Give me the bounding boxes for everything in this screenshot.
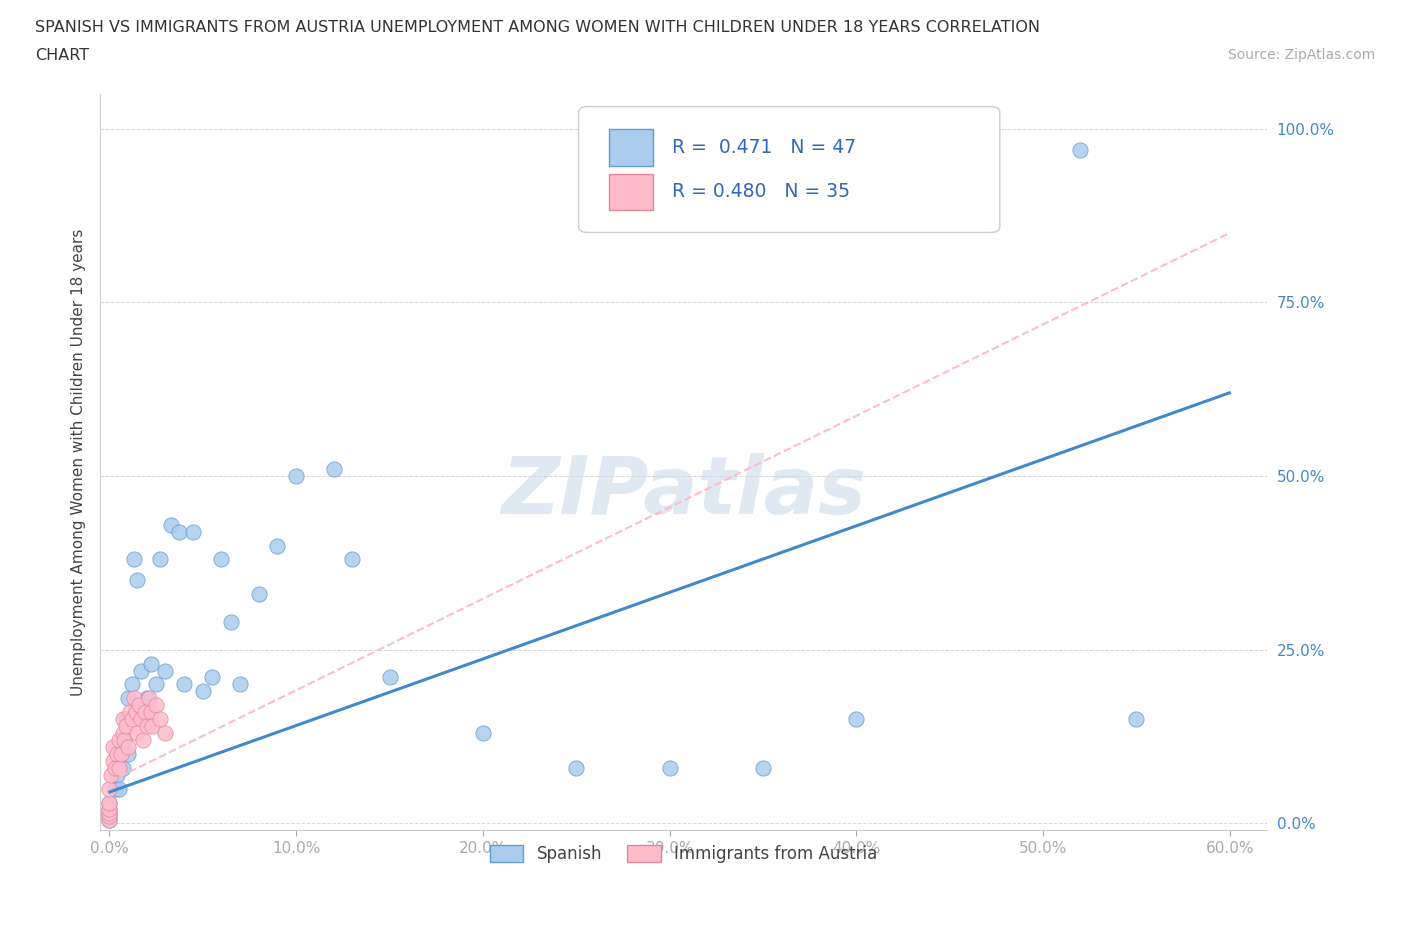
Point <box>107 781 129 796</box>
Point <box>135 691 157 706</box>
Text: Source: ZipAtlas.com: Source: ZipAtlas.com <box>1227 48 1375 62</box>
Point <box>98 809 121 824</box>
Point <box>98 805 121 820</box>
Point <box>167 525 190 539</box>
Point <box>201 670 224 684</box>
Point <box>155 663 177 678</box>
Point <box>471 725 494 740</box>
Point <box>139 657 162 671</box>
Point <box>128 698 150 712</box>
Point <box>110 747 132 762</box>
Point <box>104 781 127 796</box>
Point <box>141 719 163 734</box>
Point <box>149 552 172 567</box>
Point <box>121 711 143 726</box>
Point <box>658 761 681 776</box>
Point <box>107 761 129 776</box>
Point <box>160 517 183 532</box>
Point <box>103 753 125 768</box>
Point <box>211 552 233 567</box>
FancyBboxPatch shape <box>609 129 654 166</box>
Point <box>111 711 134 726</box>
Point <box>129 663 152 678</box>
Point <box>98 813 121 828</box>
Point <box>107 733 129 748</box>
Point <box>135 719 157 734</box>
Point <box>104 761 127 776</box>
Point <box>247 587 270 602</box>
Point <box>183 525 205 539</box>
Point <box>112 733 135 748</box>
Point <box>105 767 128 782</box>
Point <box>105 747 128 762</box>
Text: SPANISH VS IMMIGRANTS FROM AUSTRIA UNEMPLOYMENT AMONG WOMEN WITH CHILDREN UNDER : SPANISH VS IMMIGRANTS FROM AUSTRIA UNEMP… <box>35 20 1040 35</box>
Point <box>111 725 134 740</box>
Text: CHART: CHART <box>35 48 89 63</box>
Point <box>145 698 167 712</box>
Point <box>138 691 160 706</box>
Point <box>173 677 195 692</box>
Point <box>139 705 162 720</box>
Point <box>322 461 344 476</box>
Point <box>98 802 121 817</box>
Point <box>107 761 129 776</box>
Point <box>127 573 149 588</box>
Point <box>117 747 139 762</box>
Text: ZIPatlas: ZIPatlas <box>501 453 866 531</box>
Point <box>132 733 155 748</box>
Point <box>121 677 143 692</box>
Point <box>565 761 588 776</box>
Point <box>219 615 242 630</box>
Point <box>118 705 141 720</box>
Point <box>98 809 121 824</box>
Point <box>122 691 145 706</box>
Point <box>145 677 167 692</box>
Point <box>1125 711 1147 726</box>
FancyBboxPatch shape <box>609 174 654 210</box>
Point <box>149 711 172 726</box>
Point <box>155 725 177 740</box>
Point <box>112 733 135 748</box>
Point <box>98 802 121 817</box>
Text: R = 0.480   N = 35: R = 0.480 N = 35 <box>672 182 849 202</box>
Point <box>229 677 252 692</box>
Point <box>845 711 868 726</box>
Point <box>129 711 152 726</box>
Point <box>1069 142 1091 157</box>
Point <box>191 684 214 698</box>
Point <box>266 538 288 553</box>
Point <box>98 805 121 820</box>
Point <box>100 767 122 782</box>
Point <box>98 813 121 828</box>
Point <box>115 711 138 726</box>
Point <box>378 670 401 684</box>
Point <box>110 747 132 762</box>
Point <box>340 552 363 567</box>
Point <box>98 795 121 810</box>
Point <box>127 725 149 740</box>
Point <box>111 761 134 776</box>
Point <box>132 711 155 726</box>
Point <box>117 691 139 706</box>
Point <box>98 795 121 810</box>
Point <box>134 705 156 720</box>
FancyBboxPatch shape <box>578 107 1000 232</box>
Y-axis label: Unemployment Among Women with Children Under 18 years: Unemployment Among Women with Children U… <box>72 229 86 696</box>
Point <box>115 719 138 734</box>
Legend: Spanish, Immigrants from Austria: Spanish, Immigrants from Austria <box>484 838 884 870</box>
Point <box>124 705 146 720</box>
Point <box>122 552 145 567</box>
Point <box>103 739 125 754</box>
Point <box>117 739 139 754</box>
Text: R =  0.471   N = 47: R = 0.471 N = 47 <box>672 139 856 157</box>
Point <box>285 469 308 484</box>
Point <box>98 781 121 796</box>
Point <box>752 761 775 776</box>
